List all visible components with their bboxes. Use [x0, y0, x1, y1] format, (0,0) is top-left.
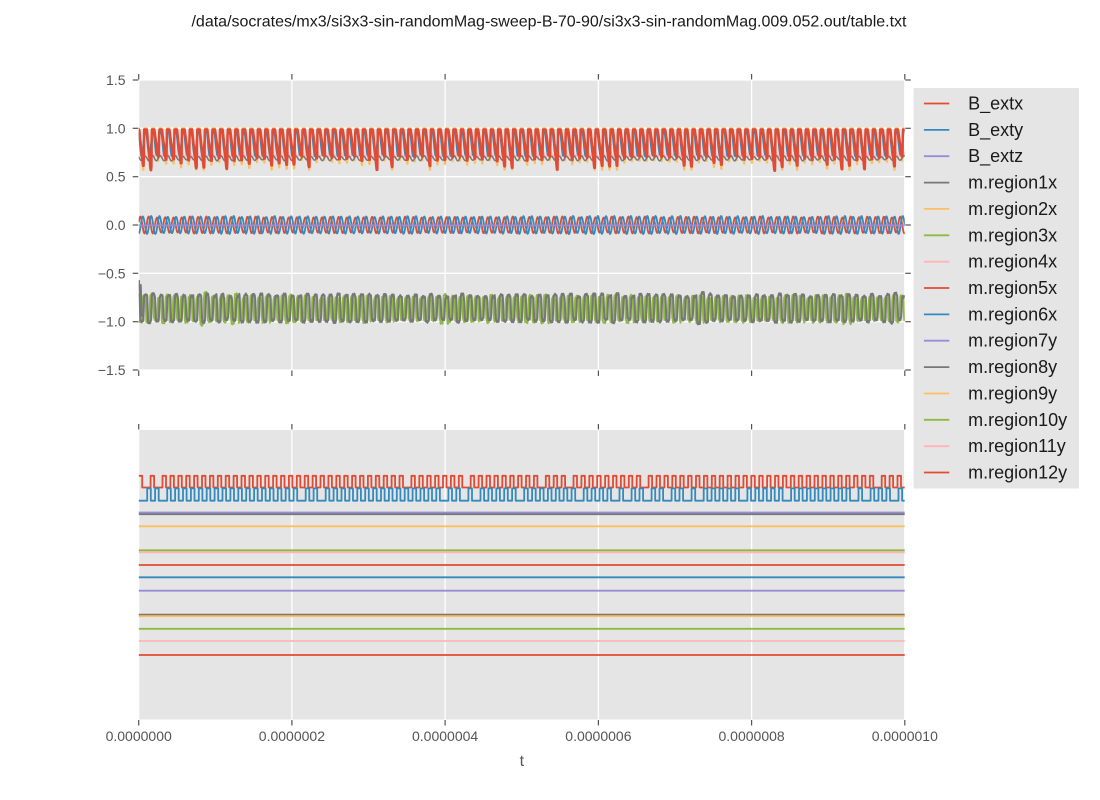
svg-text:1.0: 1.0 — [106, 120, 126, 136]
svg-text:−0.5: −0.5 — [98, 265, 126, 281]
svg-text:0.0000010: 0.0000010 — [872, 728, 938, 744]
svg-text:0.5: 0.5 — [106, 169, 126, 185]
svg-text:m.region7y: m.region7y — [968, 331, 1057, 351]
svg-text:B_extx: B_extx — [968, 94, 1023, 115]
svg-text:m.region6x: m.region6x — [968, 304, 1057, 324]
svg-text:−1.5: −1.5 — [98, 362, 126, 378]
svg-text:/data/socrates/mx3/si3x3-sin-r: /data/socrates/mx3/si3x3-sin-randomMag-s… — [191, 14, 907, 31]
svg-text:t: t — [520, 753, 525, 770]
svg-text:m.region4x: m.region4x — [968, 252, 1057, 272]
svg-text:m.region9y: m.region9y — [968, 384, 1057, 404]
svg-text:0.0000006: 0.0000006 — [565, 728, 631, 744]
svg-text:m.region12y: m.region12y — [968, 463, 1067, 483]
svg-text:m.region5x: m.region5x — [968, 278, 1057, 298]
svg-text:0.0000004: 0.0000004 — [412, 728, 478, 744]
svg-text:m.region11y: m.region11y — [968, 436, 1066, 456]
svg-text:1.5: 1.5 — [106, 72, 126, 88]
svg-text:m.region8y: m.region8y — [968, 357, 1057, 377]
svg-text:0.0: 0.0 — [106, 217, 126, 233]
svg-text:0.0000008: 0.0000008 — [719, 728, 785, 744]
svg-text:m.region2x: m.region2x — [968, 199, 1057, 219]
svg-text:m.region1x: m.region1x — [968, 173, 1057, 193]
svg-text:0.0000000: 0.0000000 — [106, 728, 172, 744]
svg-text:−1.0: −1.0 — [98, 314, 126, 330]
svg-text:m.region10y: m.region10y — [968, 410, 1067, 430]
svg-text:0.0000002: 0.0000002 — [259, 728, 325, 744]
svg-text:B_exty: B_exty — [968, 120, 1023, 141]
svg-text:B_extz: B_extz — [968, 146, 1023, 167]
svg-text:m.region3x: m.region3x — [968, 225, 1057, 245]
